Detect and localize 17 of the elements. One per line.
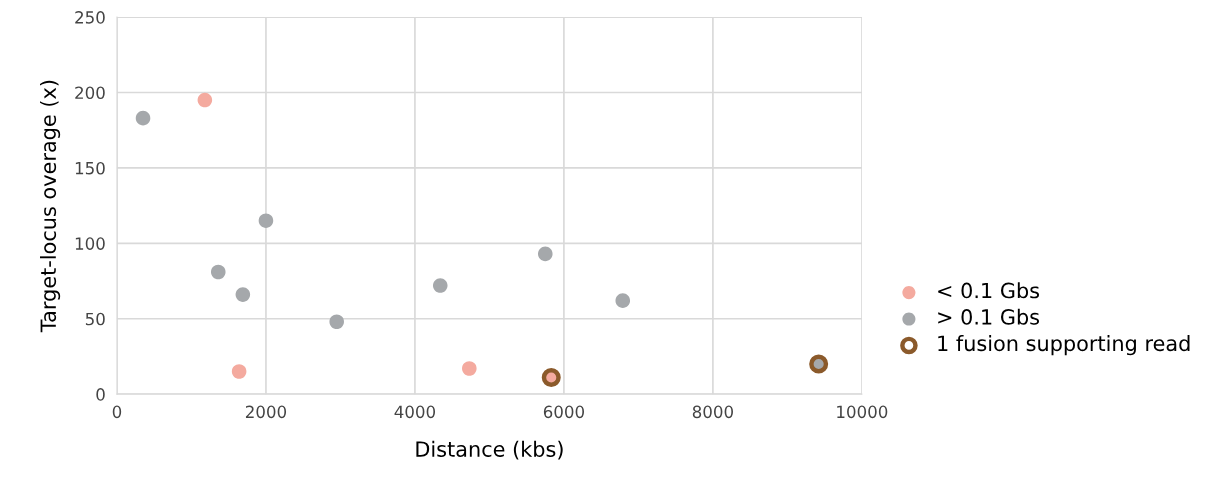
y-tick-label: 200 xyxy=(75,86,105,100)
x-tick-label: 2000 xyxy=(245,405,287,419)
legend-label: 1 fusion supporting read xyxy=(938,335,1190,356)
x-tick-label: 10000 xyxy=(837,405,888,419)
x-tick-label: 0 xyxy=(112,405,122,419)
legend-label: < 0.1 Gbs xyxy=(938,282,1040,299)
y-tick-label: 100 xyxy=(75,237,105,250)
x-tick-label: 6000 xyxy=(543,405,585,419)
x-axis-title: Distance (kbs) xyxy=(416,440,563,460)
y-axis-title: Target-locus overage (x) xyxy=(39,80,61,333)
y-tick-label: 150 xyxy=(75,161,105,175)
x-tick-label: 4000 xyxy=(394,405,436,419)
y-tick-label: 50 xyxy=(85,312,105,326)
y-tick-label: 250 xyxy=(75,11,105,24)
x-tick-label: 8000 xyxy=(692,405,733,419)
y-tick-label: 0 xyxy=(96,388,105,401)
legend-label: > 0.1 Gbs xyxy=(938,308,1040,325)
